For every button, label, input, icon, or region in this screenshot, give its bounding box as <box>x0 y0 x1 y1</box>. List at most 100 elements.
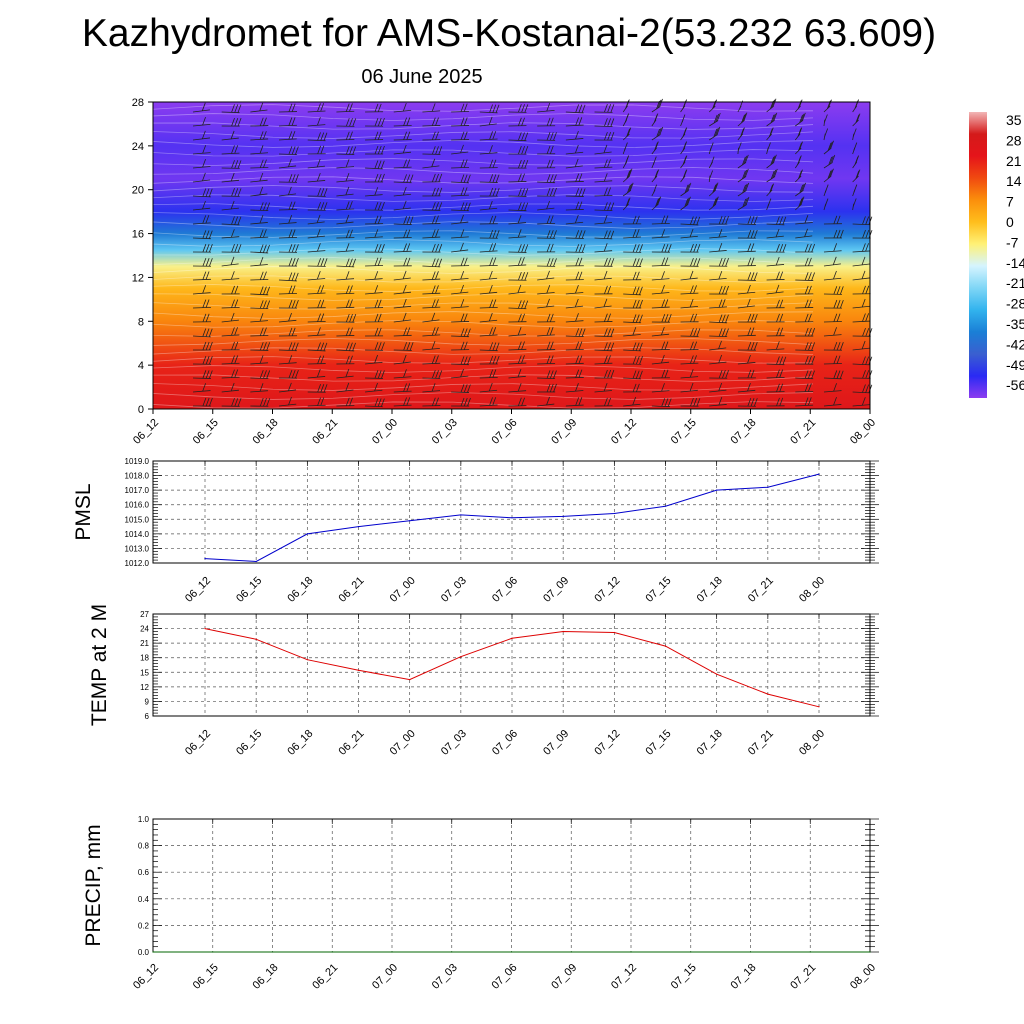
temp-2m-point <box>306 659 308 661</box>
wind-barb-feather <box>202 328 207 337</box>
wind-barb-shaft <box>250 307 269 310</box>
wind-barb-feather <box>521 117 525 126</box>
wind-barb-feather <box>800 113 805 122</box>
wind-barb-feather <box>744 168 749 178</box>
wind-barb-shaft <box>422 334 441 337</box>
wind-barb-shaft <box>250 264 268 267</box>
wind-barb-feather <box>661 229 665 238</box>
wind-barb-shaft <box>708 189 716 197</box>
wind-barb-feather <box>747 284 751 294</box>
wind-barb-feather <box>295 174 299 183</box>
wind-barb-feather <box>664 244 669 253</box>
wind-barb-feather <box>578 244 583 253</box>
wind-barb-feather <box>263 159 267 168</box>
wind-barb-shaft <box>565 320 584 323</box>
wind-barb-feather <box>578 201 583 210</box>
wind-barb-shaft <box>451 151 469 155</box>
wind-barb-feather <box>431 271 436 280</box>
wind-barb-feather <box>259 355 264 364</box>
wind-barb-feather <box>693 313 698 323</box>
wind-barb-feather <box>549 174 554 183</box>
wind-barb-feather <box>714 182 719 191</box>
heatmap-ytick-label: 20 <box>132 185 144 197</box>
wind-barb-feather <box>237 216 242 225</box>
wind-barb-shaft <box>307 278 326 281</box>
wind-barb-feather <box>779 327 784 336</box>
temp-2m-xtick-label: 06_18 <box>285 728 315 758</box>
wind-barb-shaft <box>709 278 727 281</box>
wind-barb-feather <box>581 328 586 337</box>
wind-barb-feather <box>782 216 787 225</box>
wind-barb-feather <box>323 188 328 197</box>
wind-barb-shaft <box>594 151 612 155</box>
wind-barb-feather <box>377 145 382 155</box>
pmsl-point <box>562 515 564 517</box>
wind-barb-feather <box>517 284 522 294</box>
wind-barb-shaft <box>680 203 689 211</box>
wind-barb-feather <box>635 286 640 295</box>
precip-point <box>869 951 871 953</box>
wind-barb-feather <box>438 243 443 253</box>
wind-barb-feather <box>856 113 861 122</box>
wind-barb-feather <box>693 216 697 225</box>
wind-barb-feather <box>406 257 411 267</box>
wind-barb-feather <box>291 299 296 309</box>
wind-barb-feather <box>288 103 293 112</box>
wind-barb-feather <box>798 142 802 151</box>
wind-barb-shaft <box>279 362 297 365</box>
wind-barb-shaft <box>594 390 613 393</box>
wind-barb-shaft <box>393 124 412 127</box>
wind-barb-feather <box>259 244 264 253</box>
precip-xtick-label: 06_21 <box>310 962 340 992</box>
wind-barb-feather <box>718 257 723 267</box>
wind-barb-feather <box>771 113 776 123</box>
wind-barb-feather <box>521 341 525 350</box>
wind-barb-feather <box>604 131 608 141</box>
wind-barb-feather <box>721 370 726 379</box>
wind-barb-shaft <box>651 405 670 407</box>
wind-barb-feather <box>750 257 755 266</box>
precip-xtick-label: 06_12 <box>131 962 161 992</box>
wind-barb-shaft <box>192 390 211 393</box>
heatmap-xtick-label: 06_21 <box>310 417 340 447</box>
wind-barb-shaft <box>422 165 440 169</box>
wind-barb-feather <box>750 272 755 281</box>
wind-barb-shaft <box>307 404 326 407</box>
wind-barb-shaft <box>451 375 469 379</box>
wind-barb-shaft <box>737 176 747 183</box>
wind-barb-feather <box>775 284 780 293</box>
wind-barb-shaft <box>852 305 870 309</box>
wind-barb-feather <box>799 184 804 194</box>
wind-barb-shaft <box>393 250 412 253</box>
wind-barb-shaft <box>651 264 670 267</box>
wind-barb-feather <box>349 355 353 364</box>
wind-barb-shaft <box>451 111 470 113</box>
wind-barb-shaft <box>737 362 756 365</box>
wind-barb-shaft <box>422 278 441 281</box>
wind-barb-feather <box>237 117 242 127</box>
wind-barb-feather <box>654 113 659 122</box>
wind-barb-shaft <box>250 152 269 155</box>
wind-barb-shaft <box>795 307 814 309</box>
wind-barb-feather <box>855 155 860 164</box>
wind-barb-shaft <box>250 179 268 183</box>
wind-barb-feather <box>865 356 870 365</box>
colorbar-label: 7 <box>1006 194 1014 210</box>
wind-barb-shaft <box>537 181 556 184</box>
wind-barb-shaft <box>622 189 632 197</box>
contour-line <box>152 176 814 184</box>
wind-barb-feather <box>549 117 554 126</box>
wind-barb-shaft <box>823 404 842 407</box>
wind-barb-feather <box>208 356 213 365</box>
wind-barb-feather <box>628 168 633 177</box>
wind-barb-shaft <box>221 389 239 393</box>
wind-barb-feather <box>288 396 292 406</box>
wind-barb-feather <box>463 131 468 140</box>
wind-barb-feather <box>266 286 270 295</box>
wind-barb-feather <box>690 328 694 337</box>
wind-barb-shaft <box>565 124 584 127</box>
wind-barb-shaft <box>623 377 642 380</box>
wind-barb-shaft <box>221 306 240 309</box>
wind-barb-feather <box>406 342 411 351</box>
